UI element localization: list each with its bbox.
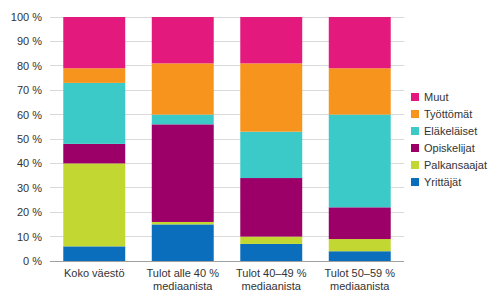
legend-label: Palkansaajat bbox=[424, 159, 487, 171]
bar-segment bbox=[329, 68, 391, 114]
bars bbox=[63, 17, 390, 261]
x-tick-label: Tulot 40–49 %mediaanista bbox=[236, 267, 307, 292]
bar-segment bbox=[329, 115, 391, 208]
x-tick-line: Koko väestö bbox=[64, 267, 125, 279]
legend-swatch bbox=[411, 110, 419, 118]
legend-label: Opiskelijat bbox=[424, 142, 475, 154]
x-tick-line: Tulot 50–59 % bbox=[324, 267, 395, 279]
x-tick-line: Tulot 40–49 % bbox=[236, 267, 307, 279]
x-tick-line: mediaanista bbox=[153, 280, 213, 292]
y-tick-label: 100 % bbox=[11, 11, 42, 23]
bar-segment bbox=[240, 237, 302, 244]
bar-segment bbox=[63, 246, 125, 261]
y-tick-label: 50 % bbox=[17, 133, 42, 145]
x-tick-line: Tulot alle 40 % bbox=[147, 267, 220, 279]
bar-segment bbox=[240, 17, 302, 63]
y-tick-label: 30 % bbox=[17, 182, 42, 194]
x-tick-line: mediaanista bbox=[330, 280, 390, 292]
bar-segment bbox=[329, 207, 391, 239]
legend-swatch bbox=[411, 127, 419, 135]
bar-segment bbox=[63, 83, 125, 144]
y-tick-label: 90 % bbox=[17, 35, 42, 47]
bar-segment bbox=[63, 68, 125, 83]
y-tick-label: 80 % bbox=[17, 60, 42, 72]
y-tick-label: 40 % bbox=[17, 157, 42, 169]
bar-segment bbox=[152, 222, 214, 224]
legend-label: Eläkeläiset bbox=[424, 125, 477, 137]
bar-segment bbox=[240, 132, 302, 178]
y-axis: 0 % 10 % 20 % 30 % 40 % 50 % 60 % 70 % 80 % 90 % 1… bbox=[11, 11, 42, 267]
legend-swatch bbox=[411, 161, 419, 169]
legend-label: Muut bbox=[424, 91, 448, 103]
bar-segment bbox=[329, 251, 391, 261]
legend: Muut Työttömät Eläkeläiset Opiskelijat Palka… bbox=[411, 91, 487, 188]
y-tick-label: 10 % bbox=[17, 231, 42, 243]
bar-segment bbox=[329, 17, 391, 68]
y-tick-label: 20 % bbox=[17, 206, 42, 218]
bar-segment bbox=[152, 124, 214, 222]
bar-segment bbox=[152, 63, 214, 114]
bar-segment bbox=[152, 17, 214, 63]
legend-label: Yrittäjät bbox=[424, 176, 461, 188]
x-tick-label: Tulot 50–59 %mediaanista bbox=[324, 267, 395, 292]
bar-segment bbox=[240, 178, 302, 237]
bar-segment bbox=[240, 63, 302, 131]
grid bbox=[50, 17, 404, 261]
x-tick-line: mediaanista bbox=[242, 280, 302, 292]
chart: 0 % 10 % 20 % 30 % 40 % 50 % 60 % 70 % 80 % 90 % 1… bbox=[0, 0, 491, 305]
x-tick-label: Koko väestö bbox=[64, 267, 125, 279]
y-tick-label: 0 % bbox=[23, 255, 42, 267]
legend-swatch bbox=[411, 144, 419, 152]
bar-segment bbox=[152, 224, 214, 261]
bar-segment bbox=[63, 17, 125, 68]
bar-segment bbox=[63, 144, 125, 164]
bar-segment bbox=[240, 244, 302, 261]
legend-label: Työttömät bbox=[424, 108, 472, 120]
bar-segment bbox=[63, 163, 125, 246]
bar-segment bbox=[152, 115, 214, 125]
legend-swatch bbox=[411, 178, 419, 186]
bar-segment bbox=[329, 239, 391, 251]
legend-swatch bbox=[411, 93, 419, 101]
x-tick-label: Tulot alle 40 %mediaanista bbox=[147, 267, 220, 292]
y-tick-label: 70 % bbox=[17, 84, 42, 96]
x-axis: Koko väestöTulot alle 40 %mediaanistaTul… bbox=[64, 267, 395, 292]
y-tick-label: 60 % bbox=[17, 109, 42, 121]
